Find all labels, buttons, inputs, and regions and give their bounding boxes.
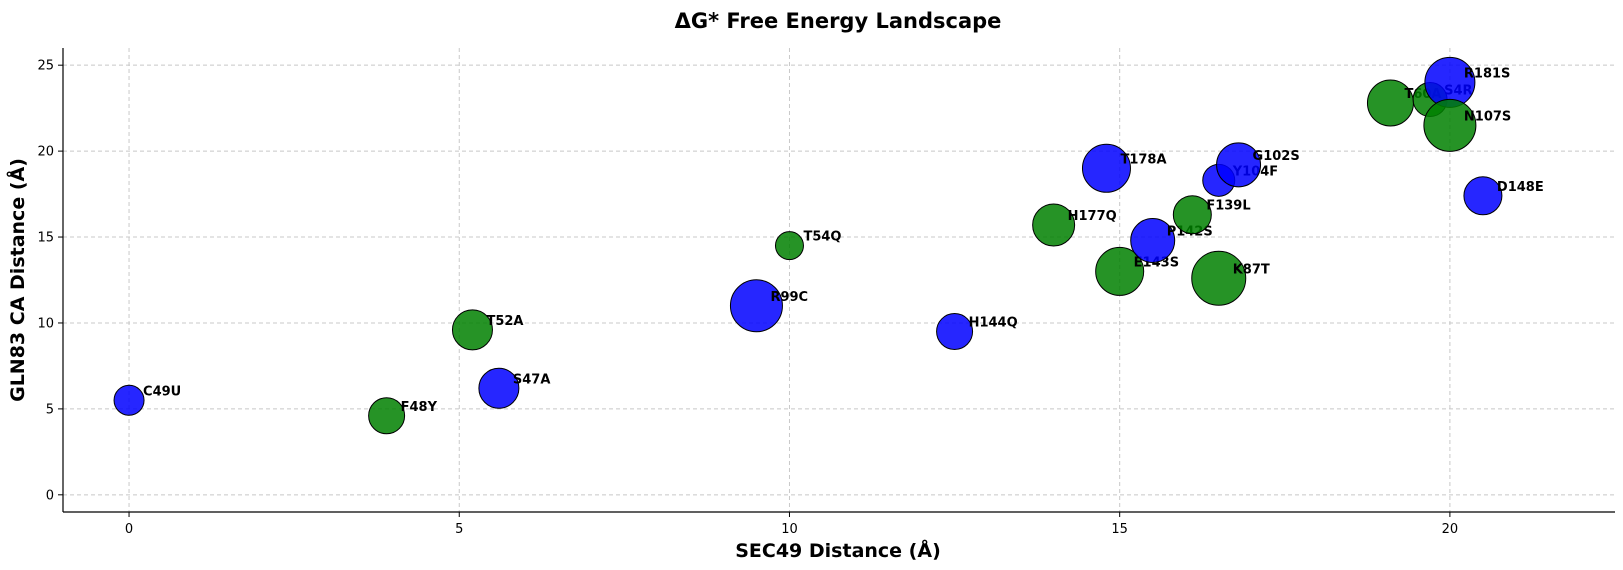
y-tick-label: 15	[37, 231, 54, 246]
x-tick-label: 10	[781, 522, 798, 537]
data-point	[1172, 195, 1212, 235]
data-point-label: D148E	[1497, 180, 1544, 195]
data-point	[729, 279, 783, 333]
points-layer: C49UF48YT52AS47AR99CT54QH144QH177QT178AE…	[113, 56, 1544, 435]
data-point-label: T52A	[486, 314, 523, 329]
axes-layer: 0 5 10 15 20 0 5 10 15 20 25	[37, 48, 1615, 537]
y-tick-label: 20	[37, 145, 54, 160]
data-point	[478, 367, 520, 409]
data-point-label: T54Q	[803, 230, 841, 245]
data-point	[1095, 246, 1145, 296]
y-tick-label: 0	[46, 488, 54, 503]
data-point-label: R181S	[1464, 66, 1511, 81]
data-point-label: H144Q	[969, 316, 1018, 331]
data-point	[774, 231, 804, 261]
data-point-label: T178A	[1120, 152, 1166, 167]
data-point	[1216, 142, 1262, 188]
x-tick-label: 20	[1442, 522, 1459, 537]
y-tick-label: 5	[46, 402, 54, 417]
data-point	[1191, 250, 1247, 306]
y-tick-label: 10	[37, 316, 54, 331]
data-point-label: K87T	[1233, 262, 1270, 277]
y-tick-label: 25	[37, 59, 54, 74]
data-point-label: F48Y	[401, 400, 438, 415]
data-point	[451, 309, 493, 351]
data-point-label: S47A	[513, 372, 551, 387]
data-point-label: G102S	[1253, 149, 1300, 164]
data-point-label: C49U	[143, 384, 181, 399]
y-axis-label: GLN83 CA Distance (Å)	[5, 158, 29, 402]
data-point	[1032, 203, 1076, 247]
x-axis-label: SEC49 Distance (Å)	[735, 538, 941, 562]
data-point	[113, 384, 145, 416]
x-tick-label: 0	[125, 522, 133, 537]
data-point-label: R99C	[770, 290, 808, 305]
x-tick-label: 5	[455, 522, 463, 537]
x-tick-label: 15	[1111, 522, 1128, 537]
data-point	[1423, 98, 1477, 152]
data-point	[1081, 143, 1131, 193]
data-point	[368, 397, 406, 435]
chart-title: ΔG* Free Energy Landscape	[675, 9, 1002, 33]
data-point	[1130, 217, 1176, 263]
data-point	[936, 313, 974, 351]
data-point-label: N107S	[1464, 109, 1511, 124]
data-point-label: H177Q	[1068, 209, 1117, 224]
data-point-label: F139L	[1206, 199, 1250, 214]
data-point	[1463, 176, 1503, 216]
